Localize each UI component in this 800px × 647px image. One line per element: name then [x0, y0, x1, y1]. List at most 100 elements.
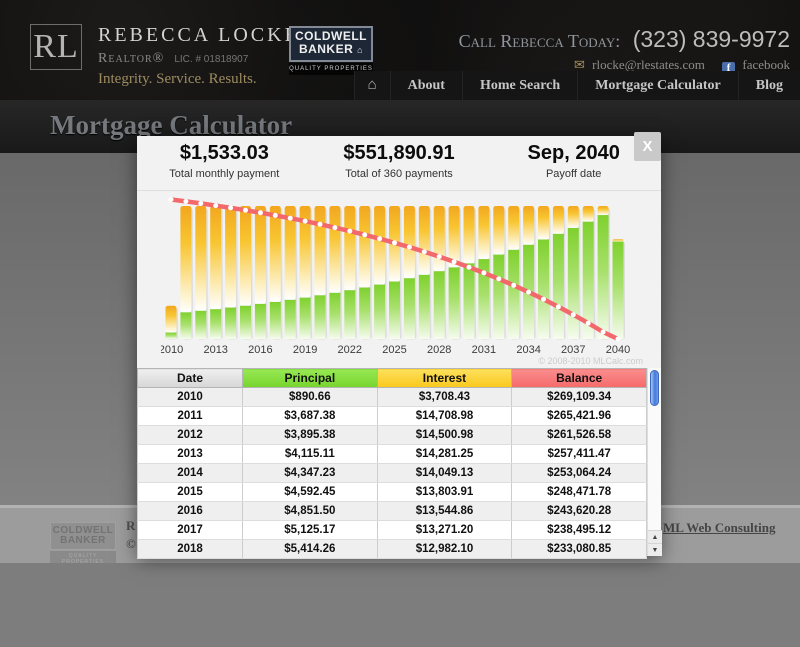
table-row: 2018 $5,414.26 $12,982.10 $233,080.85: [137, 539, 647, 559]
nav-item-blog[interactable]: Blog: [737, 71, 800, 100]
nav-item-home-search[interactable]: Home Search: [461, 71, 577, 100]
x-axis-label: 2019: [293, 344, 317, 356]
table-cell: 2014: [137, 463, 243, 483]
balance-point: [570, 312, 576, 318]
chart-watermark: © 2008-2010 MLCalc.com: [538, 356, 643, 366]
table-cell: $4,347.23: [242, 463, 378, 483]
table-body: 2010 $890.66 $3,708.43 $269,109.34 2011 $3,68…: [137, 387, 647, 559]
x-axis-label: 2031: [472, 344, 496, 356]
column-header-date: Date: [137, 368, 243, 388]
scroll-up-icon[interactable]: ▲: [648, 530, 662, 543]
nav-item-about[interactable]: About: [389, 71, 462, 100]
close-icon[interactable]: X: [634, 132, 661, 161]
column-header-interest: Interest: [376, 368, 513, 388]
table-cell: $4,115.11: [242, 444, 378, 464]
amortization-table: Date Principal Interest Balance 2010 $890.66…: [137, 368, 647, 559]
balance-point: [183, 198, 189, 204]
table-cell: $3,708.43: [377, 387, 513, 407]
nav-item-mortgage-calculator[interactable]: Mortgage Calculator: [577, 71, 738, 100]
balance-point: [362, 232, 368, 238]
balance-point: [198, 200, 204, 206]
license-number: LIC. # 01818907: [174, 54, 249, 65]
balance-point: [511, 282, 517, 288]
contact-block: Call Rebecca Today: (323) 839-9972 ✉ rlo…: [459, 26, 790, 75]
table-cell: $12,982.10: [377, 539, 513, 559]
balance-point: [347, 228, 353, 234]
table-cell: 2018: [137, 539, 243, 559]
page-title: Mortgage Calculator: [50, 110, 293, 140]
table-cell: $14,049.13: [377, 463, 513, 483]
table-cell: $3,687.38: [242, 406, 378, 426]
balance-point: [481, 270, 487, 276]
table-scrollbar[interactable]: ▲ ▼: [647, 368, 662, 556]
table-cell: 2016: [137, 501, 243, 521]
table-row: 2012 $3,895.38 $14,500.98 $261,526.58: [137, 425, 647, 445]
balance-point: [436, 254, 442, 260]
cb-line1: COLDWELL: [295, 29, 367, 43]
title-bar: Mortgage Calculator: [0, 100, 800, 153]
brand-name: REBECCA LOCKE: [98, 24, 300, 46]
stat-label: Payoff date: [545, 168, 602, 180]
balance-point: [541, 296, 546, 302]
balance-point: [302, 218, 308, 224]
table-cell: $5,414.26: [242, 539, 378, 559]
table-cell: $4,592.45: [242, 482, 378, 502]
balance-point: [406, 244, 412, 250]
balance-point: [228, 205, 234, 211]
stat-value: $1,533.03: [179, 142, 269, 164]
table-row: 2017 $5,125.17 $13,271.20 $238,495.12: [137, 520, 647, 540]
balance-point: [213, 203, 219, 209]
stat-value: $551,890.91: [343, 142, 455, 164]
x-axis-label: 2016: [248, 344, 272, 356]
balance-point: [451, 259, 457, 265]
x-axis-label: 2034: [516, 344, 540, 356]
balance-point: [257, 210, 263, 216]
balance-point: [615, 336, 621, 342]
stat-label: Total of 360 payments: [345, 168, 453, 180]
table-cell: $253,064.24: [511, 463, 647, 483]
table-cell: $257,411.47: [511, 444, 647, 464]
x-axis-label: 2040: [606, 344, 630, 356]
table-cell: $243,620.28: [511, 501, 647, 521]
stat: Sep, 2040 Payoff date: [486, 142, 661, 188]
column-header-principal: Principal: [242, 368, 378, 388]
table-cell: $13,803.91: [377, 482, 513, 502]
column-header-balance: Balance: [511, 368, 647, 388]
table-cell: 2010: [137, 387, 243, 407]
house-icon: ⌂: [357, 45, 364, 55]
scrollbar-thumb[interactable]: [650, 370, 659, 406]
chart-canvas: 2010 2013 2016 2019 2022 2025 2028 2031 2034 2037…: [161, 197, 630, 356]
balance-point: [585, 320, 591, 326]
table-cell: $890.66: [242, 387, 378, 407]
balance-point: [421, 249, 427, 255]
x-axis-label: 2037: [561, 344, 585, 356]
cb-line2: BANKER: [298, 42, 354, 56]
site-header: RL REBECCA LOCKE Realtor® LIC. # 0181890…: [0, 0, 800, 100]
brand-realtor-label: Realtor®: [98, 51, 165, 66]
stat: $1,533.03 Total monthly payment: [137, 142, 312, 188]
table-cell: $14,281.25: [377, 444, 513, 464]
balance-point: [555, 304, 561, 310]
phone-number: (323) 839-9972: [632, 26, 790, 52]
balance-point: [496, 276, 502, 282]
table-cell: 2012: [137, 425, 243, 445]
table-cell: $265,421.96: [511, 406, 647, 426]
table-row: 2016 $4,851.50 $13,544.86 $243,620.28: [137, 501, 647, 521]
table-cell: $238,495.12: [511, 520, 647, 540]
email-link[interactable]: rlocke@rlestates.com: [592, 57, 705, 72]
nav-home-icon[interactable]: ⌂: [353, 71, 390, 100]
web-consulting-link[interactable]: ML Web Consulting: [663, 520, 776, 535]
balance-point: [600, 329, 606, 335]
table-cell: $3,895.38: [242, 425, 378, 445]
balance-point: [466, 264, 472, 270]
table-cell: 2015: [137, 482, 243, 502]
table-cell: $233,080.85: [511, 539, 647, 559]
scroll-down-icon[interactable]: ▼: [648, 543, 662, 556]
coldwell-banker-logo: COLDWELL BANKER ⌂ QUALITY PROPERTIES: [289, 26, 373, 75]
brand-block: REBECCA LOCKE Realtor® LIC. # 01818907 I…: [98, 24, 300, 88]
facebook-link[interactable]: facebook: [742, 57, 790, 72]
balance-point: [243, 207, 248, 213]
stat: $551,890.91 Total of 360 payments: [312, 142, 487, 188]
table-row: 2014 $4,347.23 $14,049.13 $253,064.24: [137, 463, 647, 483]
table-cell: 2017: [137, 520, 243, 540]
